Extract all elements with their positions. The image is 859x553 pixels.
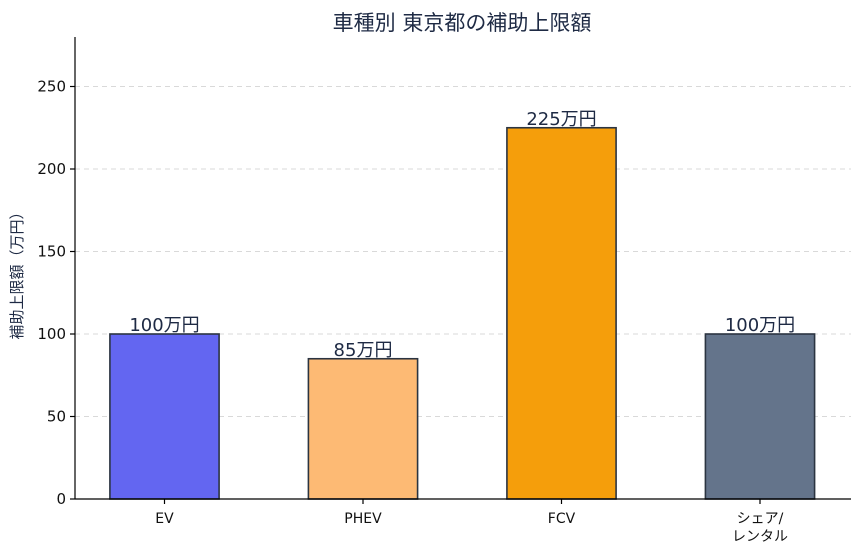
y-tick-labels: 0 50 100 150 200 250 [37,78,75,508]
y-tick-label: 150 [37,243,66,261]
data-labels: 100万円 85万円 225万円 100万円 [129,109,795,361]
y-tick-label: 50 [47,408,66,426]
x-tick-label: シェア/ [737,511,784,527]
x-tick-label: FCV [548,511,576,527]
x-tick-label: レンタル [732,529,788,545]
y-tick-label: 0 [56,490,66,508]
y-tick-label: 200 [37,160,66,178]
y-tick-label: 100 [37,325,66,343]
data-label: 225万円 [526,109,596,130]
x-tick-labels: EV PHEV FCV シェア/レンタル [155,499,788,545]
chart-title: 車種別 東京都の補助上限額 [333,11,592,35]
bar-1 [307,357,419,500]
data-label: 100万円 [725,315,795,336]
y-axis-label: 補助上限額（万円） [8,204,26,339]
bar-0 [109,333,220,500]
bar-3 [704,333,816,500]
y-tick-label: 250 [37,78,66,96]
bars [109,126,816,500]
data-label: 100万円 [129,315,199,336]
data-label: 85万円 [334,340,393,361]
x-tick-label: PHEV [344,511,382,527]
bar-2 [506,126,617,500]
axes [74,37,851,500]
x-tick-label: EV [155,511,174,527]
